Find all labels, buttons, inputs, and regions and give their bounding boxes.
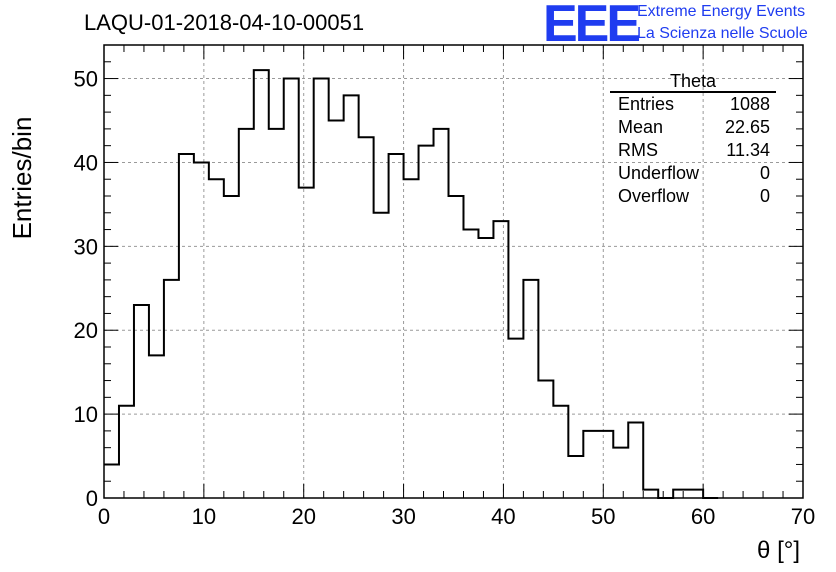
y-tick-label: 30 <box>74 234 98 259</box>
histogram-bin <box>613 448 628 498</box>
stats-row-entries: Entries 1088 <box>610 93 776 116</box>
y-tick-label: 10 <box>74 402 98 427</box>
histogram-bin <box>508 339 523 498</box>
histogram-bin <box>344 95 359 498</box>
x-tick-label: 60 <box>691 504 715 529</box>
chart-title: LAQU-01-2018-04-10-00051 <box>84 10 365 35</box>
stats-row-rms: RMS 11.34 <box>610 139 776 162</box>
y-axis-label: Entries/bin <box>7 117 37 240</box>
stats-value: 22.65 <box>724 117 770 137</box>
histogram-bin <box>164 280 179 498</box>
histogram-bin <box>434 129 449 498</box>
histogram-bin <box>598 431 613 498</box>
histogram-bin <box>628 423 643 499</box>
x-tick-label: 30 <box>391 504 415 529</box>
x-tick-label: 50 <box>591 504 615 529</box>
histogram-bin <box>299 188 314 498</box>
stats-title: Theta <box>610 71 776 93</box>
histogram-bin <box>329 121 344 499</box>
histogram-bin <box>134 305 149 498</box>
histogram-bin <box>643 490 658 498</box>
stats-label: Mean <box>618 117 664 137</box>
y-tick-label: 40 <box>74 150 98 175</box>
stats-label: RMS <box>618 140 658 160</box>
histogram-bin <box>359 137 374 498</box>
stats-label: Underflow <box>618 163 700 183</box>
histogram-bin <box>523 280 538 498</box>
histogram-bin <box>404 179 419 498</box>
histogram-bin <box>209 179 224 498</box>
stats-label: Entries <box>618 94 675 114</box>
y-tick-label: 0 <box>86 486 98 511</box>
histogram-bin <box>538 381 553 498</box>
x-tick-label: 20 <box>291 504 315 529</box>
histogram-bin <box>463 230 478 498</box>
x-tick-label: 70 <box>791 504 815 529</box>
y-tick-label: 50 <box>74 67 98 92</box>
histogram-bin <box>179 154 194 498</box>
histogram-bin <box>119 406 134 498</box>
histogram-bin <box>568 456 583 498</box>
histogram-bin <box>239 129 254 498</box>
stats-label: Overflow <box>618 186 690 206</box>
histogram-bin <box>493 221 508 498</box>
histogram-bin <box>419 146 434 498</box>
eee-logo: EEE <box>543 0 641 53</box>
logo-line-1: Extreme Energy Events <box>637 3 806 20</box>
tick-labels: 0 10 20 30 40 50 60 70 0 10 20 30 40 50 <box>74 67 816 529</box>
histogram-bin <box>449 196 464 498</box>
histogram-bin <box>553 406 568 498</box>
histogram-bin <box>673 490 688 498</box>
stats-row-underflow: Underflow 0 <box>610 162 776 185</box>
plot-frame <box>103 44 804 499</box>
x-tick-label: 10 <box>192 504 216 529</box>
histogram-bin <box>478 238 493 498</box>
stats-value: 11.34 <box>726 140 770 160</box>
histogram-outline <box>104 69 719 499</box>
stats-box: Theta Entries 1088 Mean 22.65 RMS 11.34 … <box>610 71 776 208</box>
y-tick-label: 20 <box>74 318 98 343</box>
histogram-bin <box>688 490 703 498</box>
logo-line-2: La Scienza nelle Scuole <box>637 25 808 42</box>
histogram-bin <box>224 196 239 498</box>
histogram-bin <box>314 79 329 498</box>
x-tick-label: 40 <box>491 504 515 529</box>
histogram-bin <box>254 70 269 498</box>
histogram-bin <box>284 79 299 498</box>
histogram-bin <box>269 129 284 498</box>
x-axis-label: θ [°] <box>757 537 800 564</box>
stats-row-overflow: Overflow 0 <box>610 185 776 208</box>
histogram-bin <box>149 355 164 498</box>
x-tick-label: 0 <box>98 504 110 529</box>
histogram-bin <box>389 154 404 498</box>
stats-value: 0 <box>759 186 770 206</box>
grid-lines <box>104 45 803 498</box>
stats-row-mean: Mean 22.65 <box>610 116 776 139</box>
histogram-bin <box>374 213 389 498</box>
stats-value: 0 <box>759 163 770 183</box>
histogram-bin <box>583 431 598 498</box>
stats-value: 1088 <box>729 94 770 114</box>
